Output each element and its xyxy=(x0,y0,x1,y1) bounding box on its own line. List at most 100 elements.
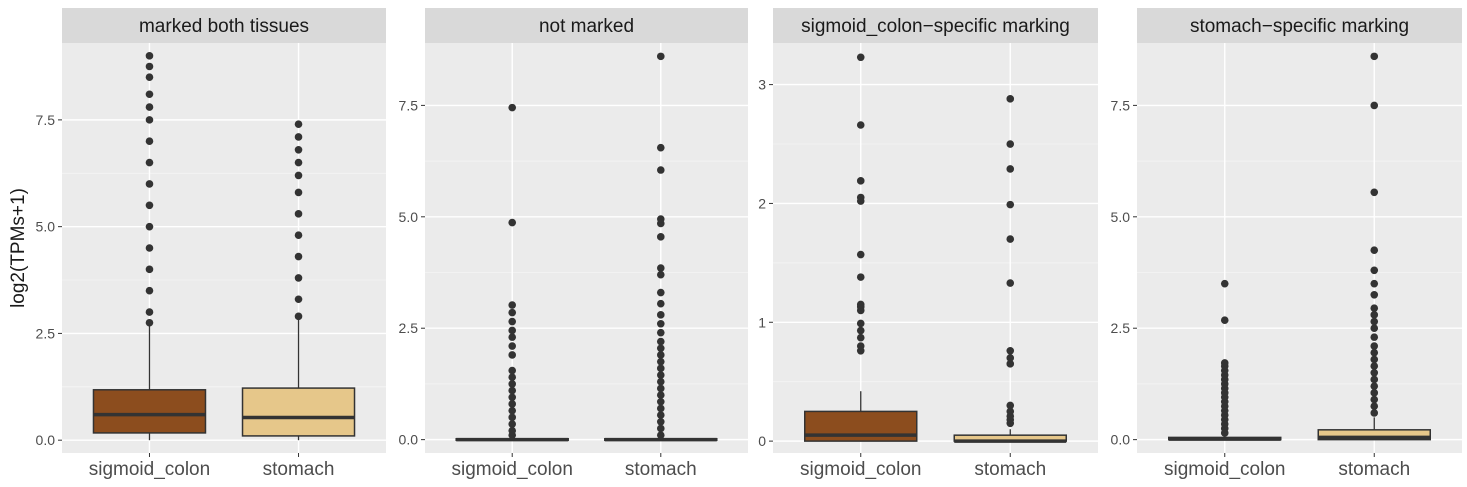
outlier-point xyxy=(1370,311,1379,319)
outlier-point xyxy=(294,120,303,128)
outlier-point xyxy=(508,342,517,350)
y-tick-label: 0.0 xyxy=(36,432,56,448)
outlier-point xyxy=(656,371,665,379)
box-stomach xyxy=(953,95,1067,443)
outlier-point xyxy=(656,391,665,399)
outlier-point xyxy=(1006,95,1015,103)
outlier-point xyxy=(1370,355,1379,364)
outlier-point xyxy=(294,133,303,141)
outlier-point xyxy=(1370,246,1379,255)
y-tick-label: 5.0 xyxy=(36,219,56,235)
outlier-point xyxy=(1370,333,1379,341)
outlier-point xyxy=(856,177,865,185)
panel-background xyxy=(62,43,386,453)
outlier-point xyxy=(294,252,303,261)
facet-title: not marked xyxy=(539,16,634,37)
outlier-point xyxy=(1220,279,1229,288)
outlier-point xyxy=(508,373,517,382)
outlier-point xyxy=(1006,279,1015,287)
outlier-point xyxy=(1006,235,1015,243)
outlier-point xyxy=(656,52,665,61)
outlier-point xyxy=(508,366,517,375)
outlier-point xyxy=(1006,407,1015,416)
outlier-point xyxy=(294,145,303,154)
y-tick-label: 0.0 xyxy=(399,432,419,448)
facet-title: marked both tissues xyxy=(139,16,309,37)
facet-strip xyxy=(425,8,748,43)
outlier-point xyxy=(656,215,665,223)
y-tick-label: 2 xyxy=(758,195,766,211)
facet-strip xyxy=(62,8,386,43)
box-stomach xyxy=(1317,52,1431,441)
outlier-point xyxy=(656,397,665,406)
box-stomach xyxy=(604,52,718,442)
outlier-point xyxy=(1370,317,1379,326)
outlier-point xyxy=(656,351,665,359)
outlier-point xyxy=(508,400,517,408)
facet-panel: stomach−specific marking 0.0 2.5 5.0 7.5 sigm… xyxy=(1111,8,1462,480)
outlier-point xyxy=(1370,402,1379,411)
facet-panel: not marked 0.0 2.5 5.0 7.5 sigmoid_colon stoma… xyxy=(399,8,748,480)
y-tick-label: 3 xyxy=(758,77,766,93)
facet-panel: sigmoid_colon−specific marking 0 1 2 3 sigmoi… xyxy=(758,8,1098,480)
outlier-point xyxy=(508,380,517,388)
outlier-point xyxy=(145,244,154,252)
facet-title: stomach−specific marking xyxy=(1190,16,1409,37)
box-sigmoid_colon xyxy=(1168,279,1282,441)
facet-panel: marked both tissues 0.0 2.5 5.0 7.5 sigmoid_c… xyxy=(36,8,386,480)
outlier-point xyxy=(508,351,517,359)
outlier-point xyxy=(656,319,665,328)
outlier-point xyxy=(294,210,303,218)
outlier-point xyxy=(656,311,665,319)
outlier-point xyxy=(145,308,154,316)
outlier-point xyxy=(656,344,665,353)
x-tick-label: sigmoid_colon xyxy=(1164,459,1285,480)
box-sigmoid_colon xyxy=(92,52,207,441)
outlier-point xyxy=(1370,348,1379,357)
outlier-point xyxy=(294,274,303,282)
outlier-point xyxy=(508,103,517,112)
outlier-point xyxy=(1006,165,1015,173)
y-tick-label: 2.5 xyxy=(399,320,419,336)
outlier-point xyxy=(656,288,665,297)
outlier-point xyxy=(145,103,154,111)
box-iqr xyxy=(92,389,207,434)
x-tick-label: stomach xyxy=(625,459,697,480)
outlier-point xyxy=(294,171,303,180)
outlier-point xyxy=(145,73,154,81)
outlier-point xyxy=(508,333,517,341)
outlier-point xyxy=(508,426,517,435)
outlier-point xyxy=(1370,382,1379,390)
outlier-point xyxy=(508,420,517,428)
outlier-point xyxy=(656,270,665,279)
outlier-point xyxy=(1006,200,1015,209)
y-tick-label: 0.0 xyxy=(1111,432,1131,448)
y-axis-title: log2(TPMs+1) xyxy=(8,188,29,308)
outlier-point xyxy=(294,312,303,321)
outlier-point xyxy=(1370,279,1379,288)
outlier-point xyxy=(856,342,865,350)
y-tick-label: 2.5 xyxy=(1111,320,1131,336)
box-sigmoid_colon xyxy=(455,103,569,442)
x-tick-label: stomach xyxy=(263,459,335,480)
facet-title: sigmoid_colon−specific marking xyxy=(801,16,1070,37)
outlier-point xyxy=(1370,188,1379,197)
outlier-point xyxy=(294,295,303,304)
outlier-point xyxy=(856,319,865,328)
y-tick-label: 5.0 xyxy=(1111,209,1131,225)
outlier-point xyxy=(1006,401,1015,410)
outlier-point xyxy=(145,116,154,124)
x-tick-label: sigmoid_colon xyxy=(451,459,572,480)
outlier-point xyxy=(1220,359,1229,367)
outlier-point xyxy=(145,318,154,327)
panel-background xyxy=(1137,43,1462,453)
outlier-point xyxy=(1370,290,1379,299)
outlier-point xyxy=(1370,266,1379,275)
outlier-point xyxy=(656,364,665,373)
outlier-point xyxy=(856,326,865,335)
outlier-point xyxy=(656,166,665,174)
outlier-point xyxy=(656,384,665,393)
outlier-point xyxy=(145,286,154,295)
outlier-point xyxy=(294,231,303,239)
outlier-point xyxy=(1370,375,1379,384)
